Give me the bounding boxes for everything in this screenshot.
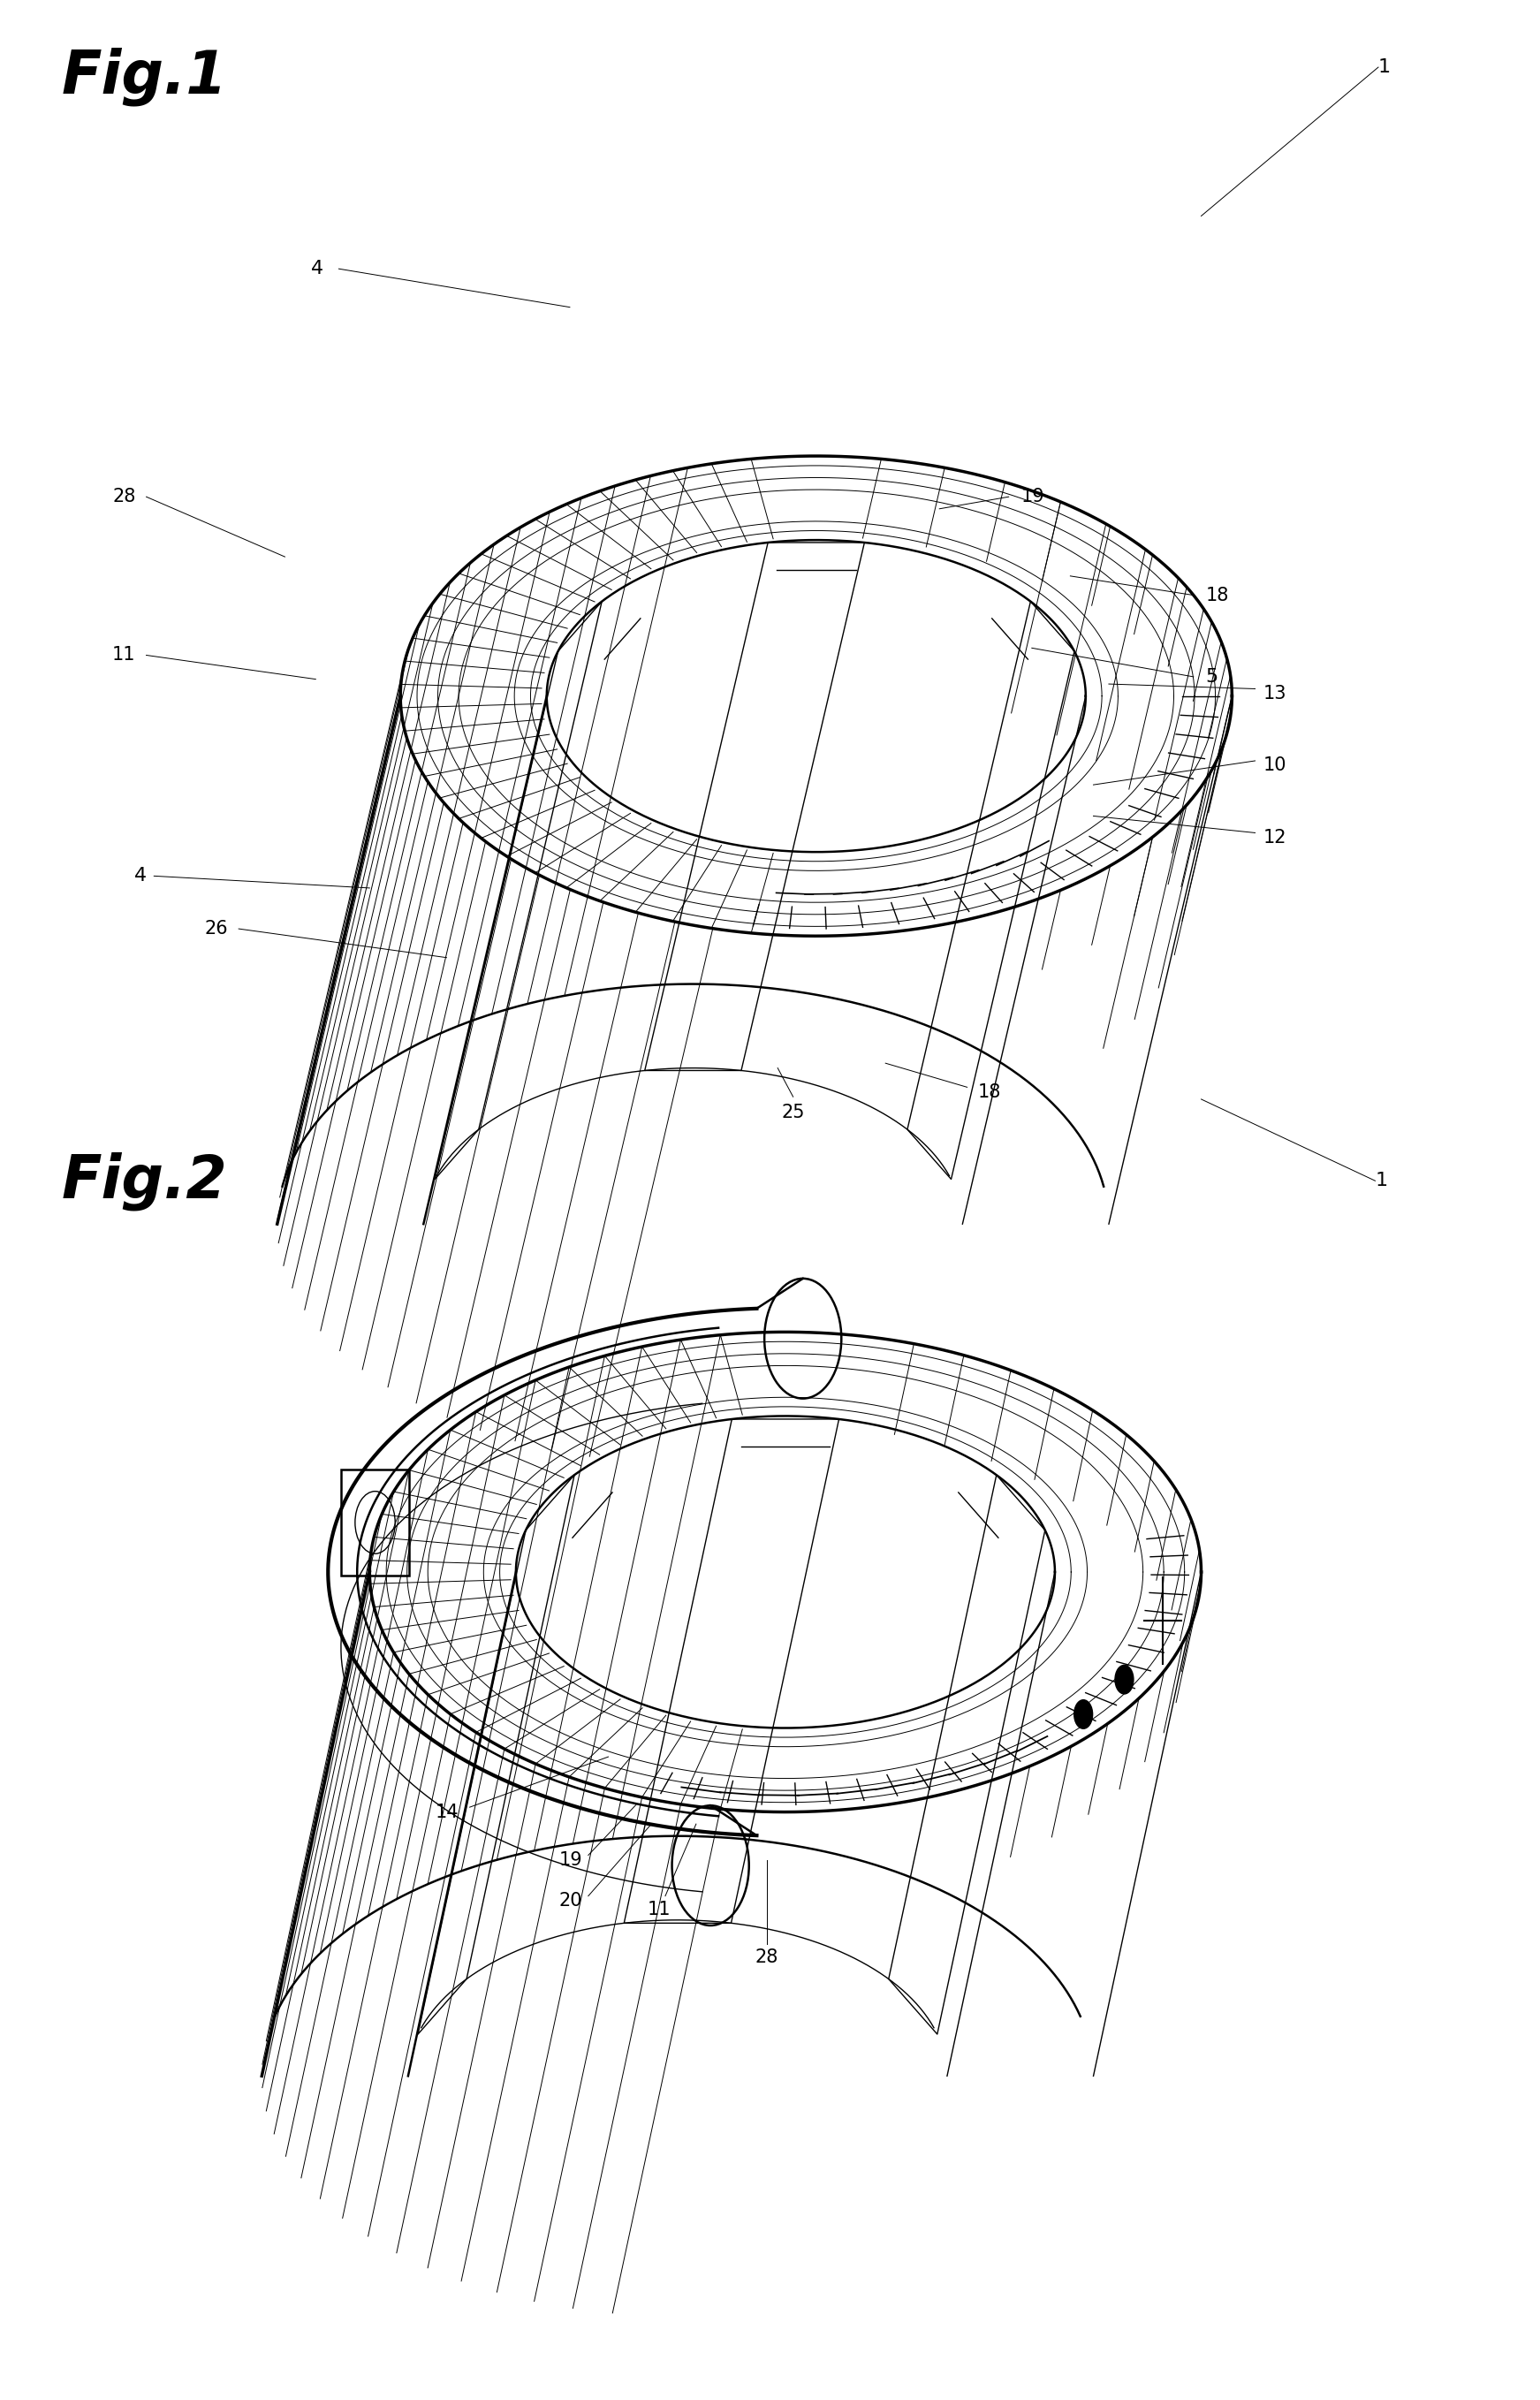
Text: 20: 20 — [559, 1891, 582, 1910]
Text: 26: 26 — [205, 919, 228, 938]
Text: 4: 4 — [134, 866, 146, 886]
Text: 28: 28 — [755, 1949, 779, 1966]
Text: 19: 19 — [1021, 487, 1044, 506]
Text: 28: 28 — [112, 487, 136, 506]
Text: 11: 11 — [647, 1901, 671, 1918]
Text: 1: 1 — [1375, 1171, 1388, 1190]
Text: 18: 18 — [978, 1082, 1001, 1102]
Text: 19: 19 — [559, 1850, 582, 1870]
Text: 1: 1 — [1378, 58, 1391, 77]
Text: 25: 25 — [781, 1104, 805, 1121]
Text: 18: 18 — [1206, 586, 1229, 605]
Text: Fig.2: Fig.2 — [62, 1152, 228, 1210]
Bar — [342, 1469, 410, 1574]
Text: 5: 5 — [1206, 667, 1218, 686]
Circle shape — [1115, 1666, 1133, 1694]
Text: 13: 13 — [1263, 684, 1286, 703]
Text: 11: 11 — [112, 646, 136, 665]
Text: Fig.1: Fig.1 — [62, 48, 228, 106]
Text: 10: 10 — [1263, 756, 1286, 775]
Text: 4: 4 — [311, 259, 323, 278]
Text: 12: 12 — [1263, 828, 1286, 847]
Text: 14: 14 — [436, 1802, 459, 1822]
Circle shape — [1073, 1699, 1092, 1728]
